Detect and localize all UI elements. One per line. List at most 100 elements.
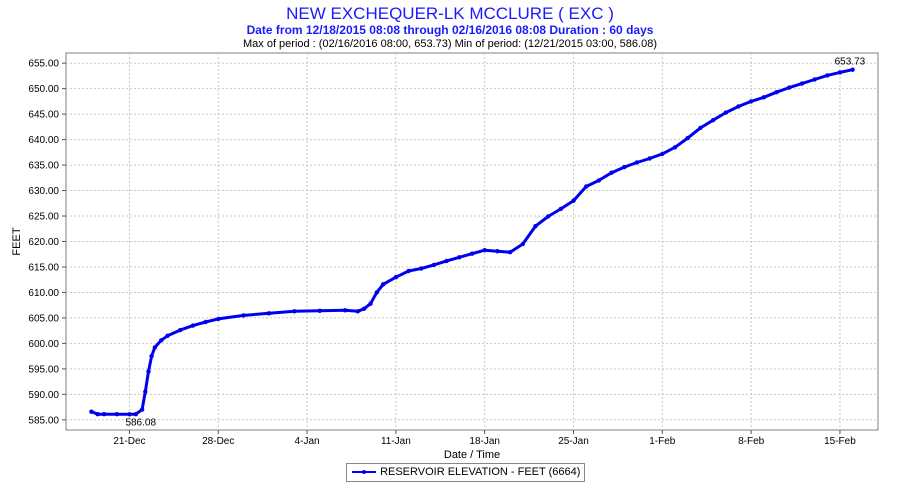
data-point xyxy=(139,407,145,412)
y-tick-label: 635.00 xyxy=(28,161,59,172)
data-point xyxy=(317,308,322,313)
data-point xyxy=(545,214,551,219)
x-tick-label: 25-Jan xyxy=(558,436,589,447)
series-layer xyxy=(89,67,855,417)
data-point xyxy=(647,156,652,161)
data-point xyxy=(812,77,817,82)
annotations: 653.73 586.08 xyxy=(125,57,865,429)
x-axis-label: Date / Time xyxy=(444,449,500,461)
data-point xyxy=(393,275,399,280)
annotation-label: 653.73 xyxy=(835,57,866,68)
data-point xyxy=(558,206,563,212)
data-point xyxy=(406,268,411,274)
data-point xyxy=(698,125,703,131)
legend-line-marker-icon xyxy=(352,470,376,475)
data-point xyxy=(362,306,367,311)
data-point xyxy=(596,178,602,183)
series-line xyxy=(89,68,855,416)
data-point xyxy=(374,290,379,295)
x-tick-label: 28-Dec xyxy=(202,436,234,447)
annotation-label: 586.08 xyxy=(125,417,156,428)
x-axis: 21-Dec 28-Dec 4-Jan 11-Jan 18-Jan 25-Jan 1-Feb… xyxy=(113,430,856,447)
data-point xyxy=(507,250,513,255)
data-point xyxy=(571,198,576,203)
data-point xyxy=(159,338,164,343)
data-point xyxy=(342,308,348,313)
x-tick-label: 21-Dec xyxy=(113,436,145,447)
chart-title: NEW EXCHEQUER-LK MCCLURE ( EXC ) xyxy=(286,4,614,23)
data-point xyxy=(787,85,792,90)
y-tick-label: 610.00 xyxy=(28,288,59,299)
y-tick-label: 650.00 xyxy=(28,84,59,95)
data-point xyxy=(482,248,487,253)
data-point xyxy=(495,249,500,254)
data-point xyxy=(292,309,297,314)
legend-label: RESERVOIR ELEVATION - FEET (6664) xyxy=(380,466,581,478)
data-point xyxy=(114,412,120,417)
data-point xyxy=(774,90,779,95)
data-point xyxy=(584,184,589,189)
data-point xyxy=(520,241,525,247)
data-point xyxy=(89,409,94,414)
x-tick-label: 8-Feb xyxy=(738,436,765,447)
data-point xyxy=(799,81,805,86)
data-point xyxy=(850,67,855,72)
y-tick-label: 625.00 xyxy=(28,212,59,223)
data-point xyxy=(203,319,208,325)
x-tick-label: 18-Jan xyxy=(469,436,500,447)
data-point xyxy=(95,412,100,417)
grid-lines xyxy=(66,53,878,430)
data-point xyxy=(149,353,154,359)
data-point xyxy=(178,327,183,333)
data-point xyxy=(216,316,221,322)
y-tick-label: 645.00 xyxy=(28,110,59,121)
data-point xyxy=(622,164,627,170)
y-tick-label: 600.00 xyxy=(28,339,59,350)
y-tick-label: 585.00 xyxy=(28,415,59,426)
data-point xyxy=(533,224,538,229)
data-point xyxy=(609,170,614,175)
data-point xyxy=(152,345,157,350)
data-point xyxy=(723,110,728,115)
y-tick-label: 620.00 xyxy=(28,237,59,248)
y-tick-label: 605.00 xyxy=(28,313,59,324)
chart-subtitle: Date from 12/18/2015 08:08 through 02/16… xyxy=(246,23,654,37)
data-point xyxy=(837,70,843,75)
data-point xyxy=(101,412,107,417)
data-point xyxy=(825,73,830,78)
y-axis-label: FEET xyxy=(11,227,23,255)
x-tick-label: 11-Jan xyxy=(381,436,411,447)
data-point xyxy=(431,262,437,268)
period-info: Max of period : (02/16/2016 08:00, 653.7… xyxy=(242,38,657,50)
y-tick-label: 590.00 xyxy=(28,390,59,401)
data-point xyxy=(133,412,138,417)
data-point xyxy=(165,333,170,338)
x-tick-label: 1-Feb xyxy=(649,436,676,447)
data-point xyxy=(748,99,754,104)
data-point xyxy=(127,412,132,417)
legend: RESERVOIR ELEVATION - FEET (6664) xyxy=(346,463,586,482)
data-point xyxy=(736,104,741,109)
data-point xyxy=(143,389,148,394)
data-point xyxy=(660,151,665,157)
data-point xyxy=(190,323,196,328)
y-axis: 585.00 590.00 595.00 600.00 605.00 610.00 615.… xyxy=(28,59,66,426)
data-point xyxy=(444,258,449,264)
data-point xyxy=(241,313,246,318)
data-point xyxy=(457,255,462,260)
y-tick-label: 615.00 xyxy=(28,262,59,273)
data-point xyxy=(761,95,766,100)
x-tick-label: 15-Feb xyxy=(824,436,856,447)
y-tick-label: 630.00 xyxy=(28,186,59,197)
y-tick-label: 640.00 xyxy=(28,135,59,146)
data-point xyxy=(355,309,360,314)
data-point xyxy=(672,145,678,150)
data-point xyxy=(469,251,475,256)
y-tick-label: 595.00 xyxy=(28,364,59,375)
data-point xyxy=(368,301,373,306)
data-point xyxy=(685,135,690,141)
data-point xyxy=(266,311,272,316)
data-point xyxy=(710,118,716,123)
data-point xyxy=(381,282,386,287)
